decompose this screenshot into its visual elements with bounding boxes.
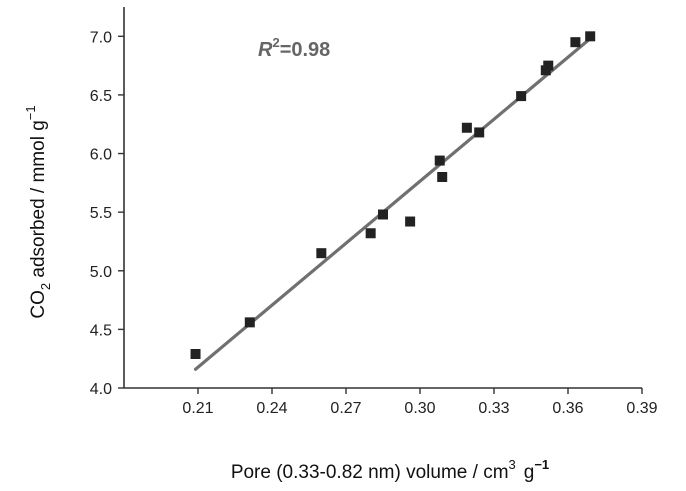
x-tick-label: 0.39 (626, 400, 657, 417)
data-point (434, 155, 445, 166)
data-point (190, 349, 201, 360)
data-point (474, 127, 485, 138)
y-tick-label: 6.0 (90, 147, 112, 164)
data-point (378, 209, 388, 220)
x-tick-label: 0.27 (330, 400, 361, 417)
x-axis-title: Pore (0.33-0.82 nm) volume / cm3 g−1 (231, 457, 549, 483)
data-point (585, 31, 596, 42)
data-point (437, 171, 448, 182)
y-tick-label: 5.5 (90, 205, 112, 222)
r-squared-annotation: R2=0.98 (258, 35, 330, 61)
data-point (244, 317, 255, 328)
y-tick-label: 5.0 (90, 264, 112, 281)
data-point (516, 91, 527, 102)
x-tick-label: 0.24 (256, 400, 287, 417)
data-point (365, 228, 376, 239)
x-tick-label: 0.33 (478, 400, 509, 417)
y-tick-label: 7.0 (90, 29, 112, 46)
y-tick-label: 4.5 (90, 322, 112, 339)
x-tick-label: 0.36 (552, 400, 583, 417)
data-points (190, 31, 596, 360)
ticks: 0.21 0.24 0.27 0.30 0.33 0.36 0.39 4.0 4.5 5.0 5.5… (90, 29, 658, 417)
data-point (316, 248, 327, 259)
y-axis-title: CO2 adsorbed / mmol g−1 (23, 105, 53, 318)
x-tick-label: 0.30 (404, 400, 435, 417)
data-point (461, 122, 472, 133)
data-point (543, 60, 554, 71)
y-tick-label: 4.0 (90, 381, 112, 398)
axes (123, 7, 642, 389)
data-point (570, 37, 581, 48)
y-tick-label: 6.5 (90, 88, 112, 105)
x-tick-label: 0.21 (182, 400, 213, 417)
data-point (405, 216, 416, 227)
